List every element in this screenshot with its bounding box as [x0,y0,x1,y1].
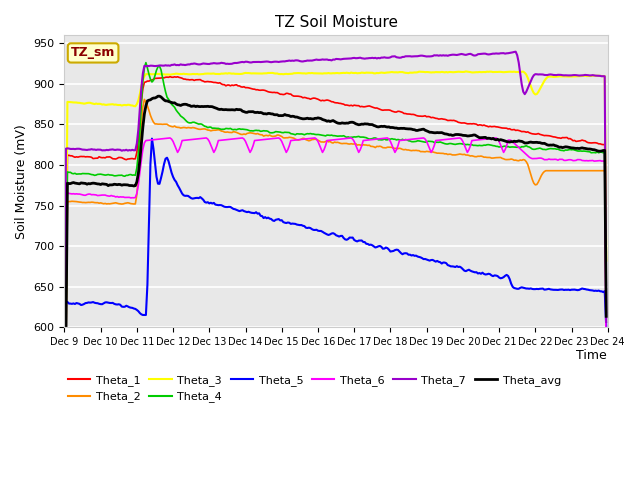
Line: Theta_avg: Theta_avg [65,96,606,480]
Theta_6 [223,137,231,143]
Theta_1 [242,85,250,91]
Theta_4 [223,126,231,132]
Theta_1 [251,86,259,92]
Theta_5 [573,287,581,293]
Line: Theta_1: Theta_1 [65,77,606,480]
Theta_1 [223,82,231,88]
Theta_1 [602,310,610,315]
Theta_4 [299,132,307,137]
Theta_3 [222,71,230,76]
Theta_avg [573,145,581,151]
Theta_5 [602,324,610,330]
Theta_5 [299,223,307,228]
Theta_2 [141,96,148,102]
Theta_4 [251,128,259,133]
Theta_5 [251,210,259,216]
Theta_2 [223,129,231,135]
Theta_7 [240,60,248,65]
Theta_1 [127,156,134,161]
Theta_3 [127,103,134,108]
Theta_4 [573,148,581,154]
Theta_3 [249,71,257,76]
Theta_7 [61,368,68,373]
Theta_3 [573,73,581,79]
Line: Theta_4: Theta_4 [65,62,606,480]
Theta_5 [127,305,134,311]
Theta_5 [242,209,250,215]
Theta_7 [512,49,520,55]
Legend: Theta_1, Theta_2, Theta_3, Theta_4, Theta_5, Theta_6, Theta_7, Theta_avg: Theta_1, Theta_2, Theta_3, Theta_4, Thet… [63,371,565,407]
Theta_1 [299,95,307,101]
Theta_3 [240,71,248,76]
Theta_4 [242,127,250,132]
Theta_1 [573,138,581,144]
Theta_2 [602,328,610,334]
Theta_5 [223,204,231,210]
Theta_7 [298,59,305,64]
Theta_2 [242,132,250,137]
Theta_6 [166,135,174,141]
Theta_6 [299,136,307,142]
Theta_avg [127,182,134,188]
Theta_6 [61,397,68,403]
Y-axis label: Soil Moisture (mV): Soil Moisture (mV) [15,124,28,239]
X-axis label: Time: Time [576,349,607,362]
Theta_6 [127,195,134,201]
Theta_4 [602,315,610,321]
Theta_6 [251,138,259,144]
Theta_2 [573,168,581,174]
Line: Theta_6: Theta_6 [65,138,606,400]
Theta_avg [299,116,307,122]
Theta_6 [602,376,610,382]
Theta_3 [602,258,610,264]
Theta_4 [142,60,150,65]
Theta_7 [249,59,257,65]
Theta_3 [61,455,68,461]
Theta_1 [166,74,174,80]
Theta_2 [251,131,259,136]
Line: Theta_7: Theta_7 [65,52,606,371]
Theta_3 [462,69,470,74]
Theta_avg [223,107,231,113]
Theta_5 [148,136,156,142]
Theta_avg [602,313,610,319]
Theta_3 [298,71,305,76]
Theta_7 [602,319,610,325]
Line: Theta_2: Theta_2 [65,99,606,480]
Theta_5 [61,324,68,330]
Theta_7 [573,72,581,78]
Theta_avg [242,109,250,115]
Theta_6 [573,156,581,162]
Theta_2 [127,201,134,206]
Theta_7 [222,61,230,67]
Theta_4 [127,172,134,178]
Theta_2 [299,135,307,141]
Theta_6 [242,139,250,144]
Text: TZ_sm: TZ_sm [71,47,115,60]
Theta_avg [156,93,163,99]
Line: Theta_3: Theta_3 [65,72,606,458]
Theta_7 [127,147,134,153]
Title: TZ Soil Moisture: TZ Soil Moisture [275,15,397,30]
Theta_avg [251,109,259,115]
Line: Theta_5: Theta_5 [65,139,606,327]
